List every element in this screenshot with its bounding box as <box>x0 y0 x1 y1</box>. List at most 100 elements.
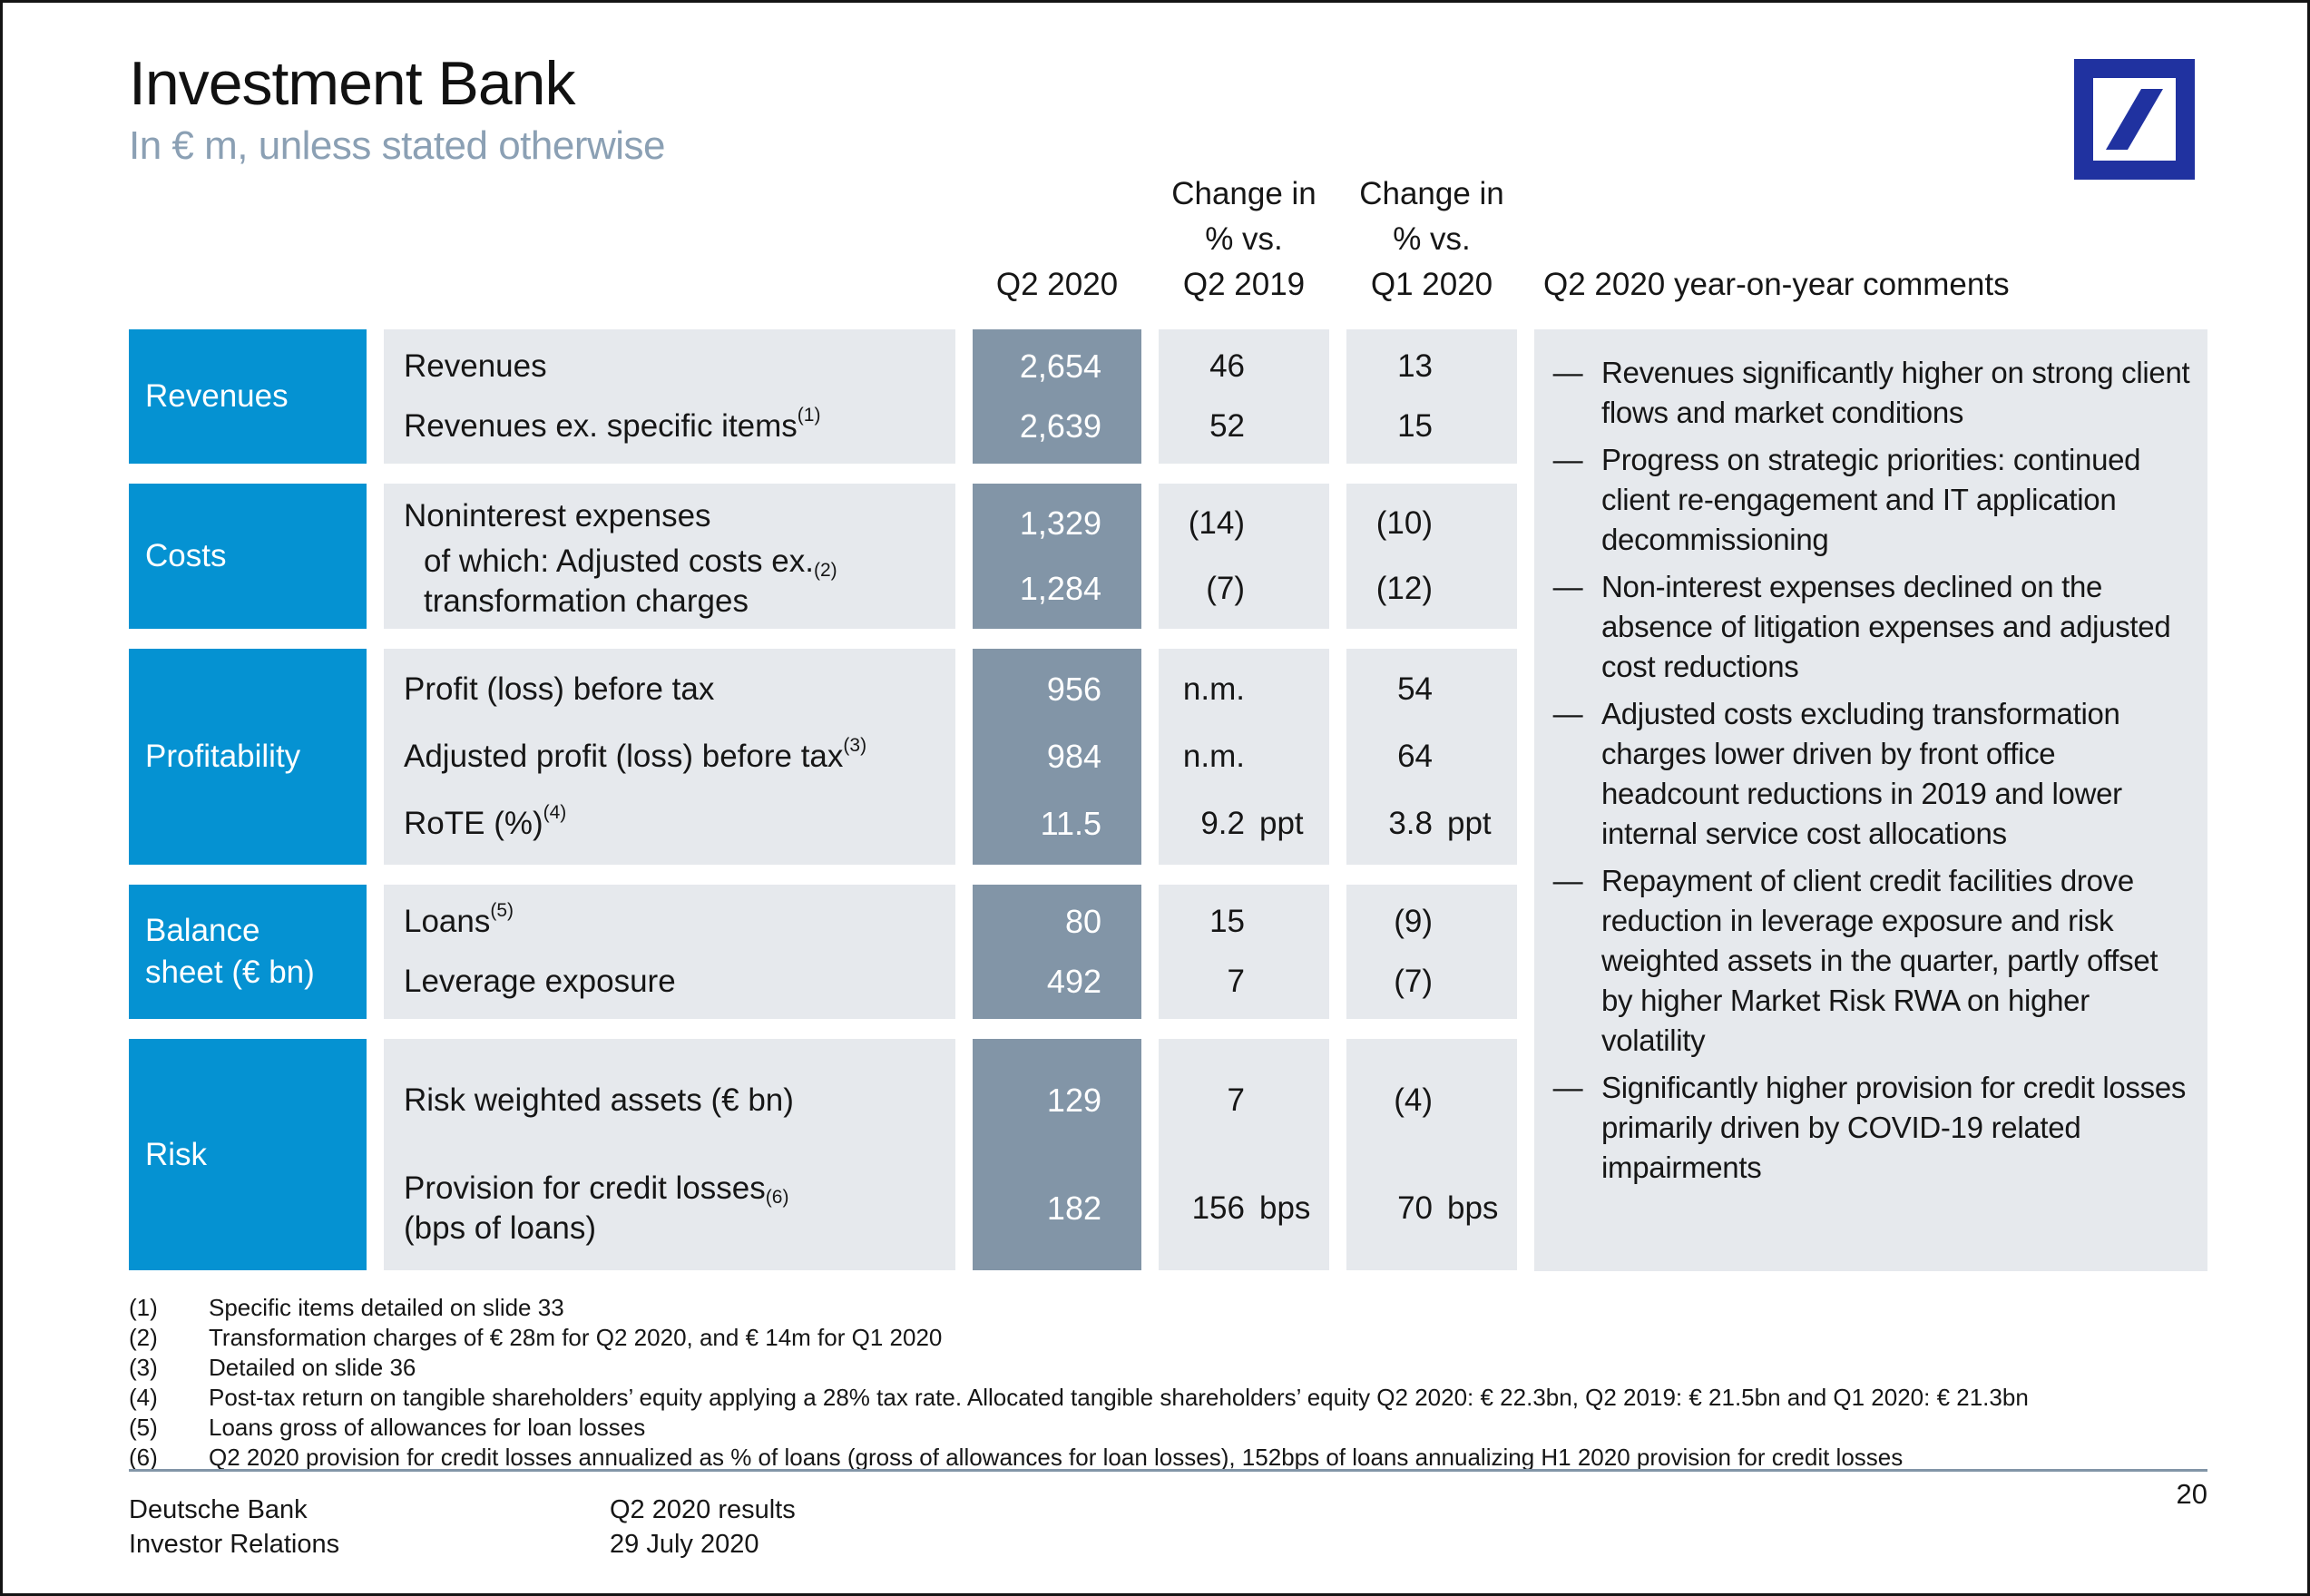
category-cell-revenues: Revenues <box>129 329 367 464</box>
comment-item: — Significantly higher provision for cred… <box>1534 1068 2193 1188</box>
label-cell: Loans (5) Leverage exposure <box>384 885 955 1019</box>
metric-label: Risk weighted assets (€ bn) <box>404 1082 794 1118</box>
dash-bullet-icon: — <box>1552 864 1583 897</box>
footnote: (5) Loans gross of allowances for loan lo… <box>129 1414 646 1441</box>
change-value: 7 <box>1227 1082 1245 1118</box>
footnote: (6) Q2 2020 provision for credit losses a… <box>129 1444 1904 1471</box>
page-title: Investment Bank <box>129 49 575 118</box>
change-value: (10) <box>1375 505 1433 541</box>
change-q1-2020-cell: (10) (12) <box>1346 484 1517 629</box>
dash-bullet-icon: — <box>1552 570 1583 603</box>
footer: Deutsche Bank Investor Relations Q2 2020… <box>129 1493 2207 1562</box>
dash-bullet-icon: — <box>1552 443 1583 476</box>
change-value: 52 <box>1209 408 1245 444</box>
group-risk: Risk Risk weighted assets (€ bn) Provisi… <box>129 1039 1517 1270</box>
change-q1-2020-cell: 13 15 <box>1346 329 1517 464</box>
metric-value: 2,654 <box>1019 348 1101 385</box>
page-number: 20 <box>2176 1478 2207 1510</box>
footer-org-line1: Deutsche Bank <box>129 1495 308 1524</box>
change-value: n.m. <box>1182 671 1245 707</box>
main-content: Revenues Revenues Revenues ex. specific … <box>129 329 2207 1271</box>
metric-label: Adjusted profit (loss) before tax (3) <box>384 723 955 790</box>
footnote: (2) Transformation charges of € 28m for Q… <box>129 1324 943 1351</box>
change-value: (4) <box>1394 1082 1433 1118</box>
group-balance-sheet: Balance sheet (€ bn) Loans (5) Leverage e… <box>129 885 1517 1019</box>
comments-panel: — Revenues significantly higher on strong… <box>1534 329 2207 1271</box>
change-value: n.m. <box>1182 739 1245 774</box>
change-value: 15 <box>1209 904 1245 939</box>
change-q2-2019-cell: (14) (7) <box>1159 484 1329 629</box>
change-value: 46 <box>1209 348 1245 384</box>
footnote: (4) Post-tax return on tangible sharehold… <box>129 1384 2029 1411</box>
change-value: 3.8 ppt <box>1388 806 1492 841</box>
metric-value: 956 <box>1046 671 1101 708</box>
metric-label: Noninterest expenses <box>404 498 711 534</box>
footer-divider <box>129 1469 2207 1472</box>
header-change-vs-q2-2019: Change in % vs. Q2 2019 <box>1171 176 1317 302</box>
change-value: 64 <box>1397 739 1433 774</box>
title-block: Investment Bank In € m, unless stated ot… <box>129 49 666 169</box>
footnote-marker: (1) <box>797 405 821 426</box>
change-value: 54 <box>1397 671 1433 707</box>
metric-label: Loans (5) <box>384 892 955 952</box>
comment-item: — Progress on strategic priorities: conti… <box>1534 440 2193 560</box>
change-value: (9) <box>1394 904 1433 939</box>
label-cell: Revenues Revenues ex. specific items (1) <box>384 329 955 464</box>
header-change-vs-q1-2020: Change in % vs. Q1 2020 <box>1359 176 1504 302</box>
metric-value: 2,639 <box>1019 407 1101 445</box>
label-cell: Risk weighted assets (€ bn) Provision fo… <box>384 1039 955 1270</box>
metric-label: of which: Adjusted costs ex. transformat… <box>424 543 837 619</box>
footnote-marker: (4) <box>543 802 567 823</box>
dash-bullet-icon: — <box>1552 1071 1583 1104</box>
header-comments: Q2 2020 year-on-year comments <box>1543 267 2010 302</box>
group-profitability: Profitability Profit (loss) before tax A… <box>129 649 1517 865</box>
change-q1-2020-cell: 54 64 3.8 ppt <box>1346 649 1517 865</box>
metric-value: 11.5 <box>1040 805 1101 842</box>
metric-value: 984 <box>1046 738 1101 775</box>
change-q1-2020-cell: (4) 70 bps <box>1346 1039 1517 1270</box>
change-value: 9.2 ppt <box>1200 806 1304 841</box>
comment-item: — Adjusted costs excluding transformation… <box>1534 694 2193 854</box>
footnotes: (1) Specific items detailed on slide 33 (… <box>129 1293 2216 1473</box>
group-costs: Costs Noninterest expenses of which: Adj… <box>129 484 1517 629</box>
footer-report-line2: 29 July 2020 <box>610 1530 759 1559</box>
metric-value: 182 <box>1046 1190 1101 1228</box>
metric-value: 492 <box>1046 963 1101 1000</box>
footnote-marker: (3) <box>843 735 867 756</box>
metrics-table: Revenues Revenues Revenues ex. specific … <box>129 329 1517 1271</box>
metric-label: Profit (loss) before tax <box>404 671 715 707</box>
metric-label: Provision for credit losses (bps of loan… <box>404 1170 789 1247</box>
page-subtitle: In € m, unless stated otherwise <box>129 122 666 168</box>
metric-value: 80 <box>1064 903 1101 940</box>
label-cell: Profit (loss) before tax Adjusted profit… <box>384 649 955 865</box>
change-q2-2019-cell: 46 52 <box>1159 329 1329 464</box>
group-revenues: Revenues Revenues Revenues ex. specific … <box>129 329 1517 464</box>
change-value: (14) <box>1188 505 1245 541</box>
footnote: (3) Detailed on slide 36 <box>129 1354 416 1381</box>
footer-report: Q2 2020 results 29 July 2020 <box>610 1493 796 1562</box>
category-cell-costs: Costs <box>129 484 367 629</box>
change-value: (7) <box>1206 571 1245 606</box>
change-value: 7 <box>1227 964 1245 999</box>
footer-org-line2: Investor Relations <box>129 1530 340 1559</box>
value-cell: 1,329 1,284 <box>973 484 1141 629</box>
category-cell-balance-sheet: Balance sheet (€ bn) <box>129 885 367 1019</box>
comment-item: — Non-interest expenses declined on the a… <box>1534 567 2193 687</box>
value-cell: 956 984 11.5 <box>973 649 1141 865</box>
change-value: 13 <box>1397 348 1433 384</box>
metric-label: RoTE (%) (4) <box>384 790 955 857</box>
dash-bullet-icon: — <box>1552 356 1583 389</box>
change-value: 15 <box>1397 408 1433 444</box>
metric-value: 1,329 <box>1019 504 1101 542</box>
value-cell: 129 182 <box>973 1039 1141 1270</box>
change-q2-2019-cell: n.m. n.m. 9.2 ppt <box>1159 649 1329 865</box>
label-cell: Noninterest expenses of which: Adjusted … <box>384 484 955 629</box>
footnote-marker: (2) <box>813 560 837 581</box>
change-q1-2020-cell: (9) (7) <box>1346 885 1517 1019</box>
comment-item: — Repayment of client credit facilities d… <box>1534 861 2193 1061</box>
change-q2-2019-cell: 7 156 bps <box>1159 1039 1329 1270</box>
footnote: (1) Specific items detailed on slide 33 <box>129 1294 564 1321</box>
metric-label: Revenues ex. specific items (1) <box>384 397 955 456</box>
table-header-row: Q2 2020 Change in % vs. Q2 2019 Change i… <box>129 171 2207 315</box>
